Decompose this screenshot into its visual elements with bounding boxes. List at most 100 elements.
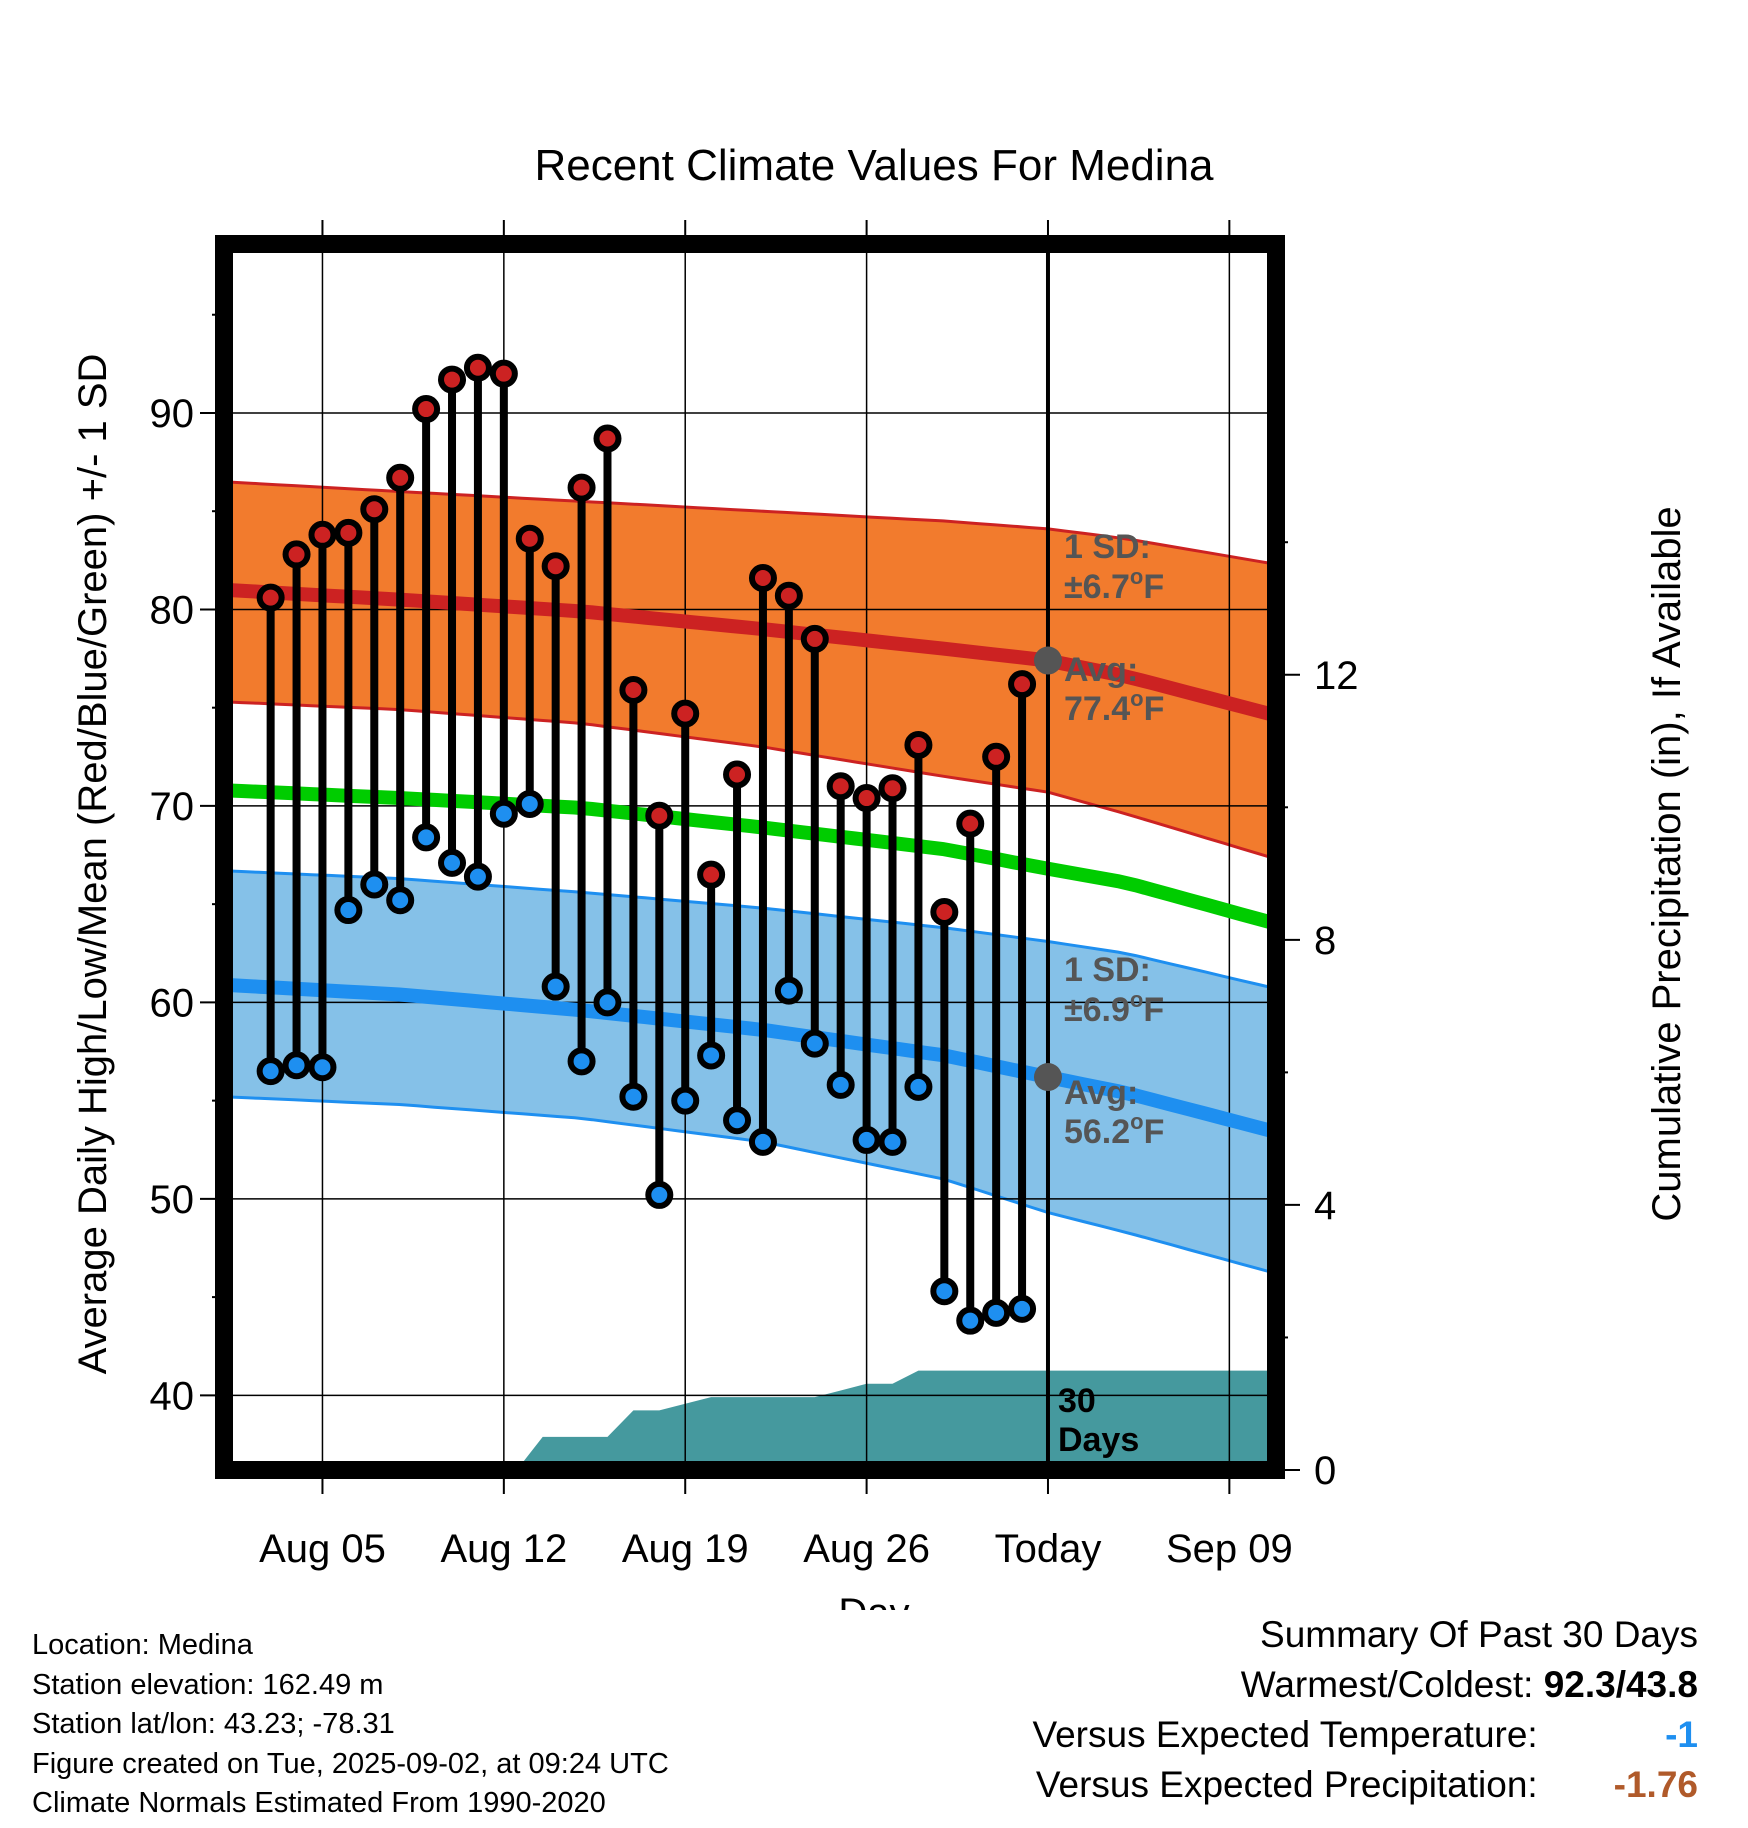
y-axis-title: Average Daily High/Low/Mean (Red/Blue/Gr… [71, 354, 115, 1375]
high-sd-label: 1 SD: [1064, 528, 1151, 566]
daily-low-point [956, 1306, 985, 1335]
daily-low-point [930, 1277, 959, 1306]
y-tick-label: 90 [150, 392, 195, 436]
climate-chart: Recent Climate Values For Medina 1 SD:±6… [71, 141, 1689, 1610]
warmest-row: Warmest/Coldest: 92.3/43.8 [1032, 1660, 1698, 1710]
station-info: Location: Medina Station elevation: 162.… [32, 1626, 669, 1824]
daily-high-point [852, 784, 881, 813]
period-count: 30 [1058, 1382, 1096, 1420]
y2-axis-title: Cumulative Precipitation (in), If Availa… [1645, 506, 1689, 1221]
daily-low-point [489, 799, 518, 828]
daily-low-point [334, 896, 363, 925]
daily-high-point [723, 760, 752, 789]
low-avg-label: Avg: [1064, 1074, 1138, 1112]
daily-high-point [593, 424, 622, 453]
daily-high-point [619, 675, 648, 704]
daily-low-point [438, 848, 467, 877]
temp-label: Versus Expected Temperature: [1032, 1714, 1538, 1755]
daily-range-bars [266, 367, 1027, 1321]
daily-low-point [1008, 1294, 1037, 1323]
period-unit: Days [1058, 1421, 1139, 1459]
daily-low-point [567, 1047, 596, 1076]
daily-low-point [593, 988, 622, 1017]
daily-high-point [386, 463, 415, 492]
location-text: Location: Medina [32, 1629, 253, 1661]
daily-high-point [489, 359, 518, 388]
y-tick-label: 50 [150, 1178, 195, 1222]
daily-high-point [697, 860, 726, 889]
daily-low-point [878, 1127, 907, 1156]
plot-frame [215, 235, 1285, 1479]
daily-high-point [256, 583, 285, 612]
daily-high-point [671, 699, 700, 728]
x-tick-label: Aug 19 [622, 1527, 749, 1571]
x-tick-label: Aug 12 [440, 1527, 567, 1571]
x-tick-label: Aug 05 [259, 1527, 386, 1571]
low-sd-band [224, 870, 1276, 1274]
chart-title: Recent Climate Values For Medina [534, 141, 1214, 190]
warmest-value: 92.3/43.8 [1543, 1664, 1698, 1705]
y-tick-label: 40 [150, 1374, 195, 1418]
daily-low-point [904, 1072, 933, 1101]
x-tick-label: Today [995, 1527, 1102, 1571]
daily-high-point [774, 581, 803, 610]
today-low-normal-marker [1033, 1063, 1062, 1092]
daily-high-point [982, 742, 1011, 771]
daily-high-point [904, 731, 933, 760]
summary-title: Summary Of Past 30 Days [1260, 1614, 1698, 1655]
daily-low-point [360, 870, 389, 899]
normal-bands [223, 480, 1277, 1275]
latlon-text: Station lat/lon: 43.23; -78.31 [32, 1708, 395, 1740]
created-text: Figure created on Tue, 2025-09-02, at 09… [32, 1747, 669, 1780]
daily-low-point [515, 789, 544, 818]
daily-low-point [619, 1082, 648, 1111]
elevation-text: Station elevation: 162.49 m [32, 1668, 384, 1701]
daily-low-point [645, 1180, 674, 1209]
daily-low-point [852, 1125, 881, 1154]
daily-high-point [826, 772, 855, 801]
normal-low-line [223, 977, 1278, 1139]
high-sd-band [224, 481, 1276, 859]
daily-high-point [412, 395, 441, 424]
daily-low-point [671, 1086, 700, 1115]
daily-low-point [723, 1106, 752, 1135]
grid-lines [224, 244, 1276, 1470]
y-tick-label: 70 [150, 785, 195, 829]
daily-low-point [774, 976, 803, 1005]
warmest-label: Warmest/Coldest: [1240, 1664, 1534, 1705]
precip-label: Versus Expected Precipitation: [1035, 1764, 1538, 1805]
high-avg-value: 77.4oF [1064, 686, 1164, 728]
daily-high-point [956, 809, 985, 838]
precip-row: Versus Expected Precipitation: -1.76 [1032, 1760, 1698, 1810]
daily-low-point [308, 1053, 337, 1082]
y2-tick-label: 0 [1314, 1449, 1336, 1493]
temp-row: Versus Expected Temperature: -1 [1032, 1710, 1698, 1760]
x-tick-label: Aug 26 [803, 1527, 930, 1571]
axes: 40 50 60 70 80 90 0 4 8 12 Aug 05 Aug 12 Aug 19 Aug 2… [150, 220, 1359, 1571]
daily-high-point [878, 774, 907, 803]
daily-points [256, 353, 1037, 1335]
daily-low-point [826, 1070, 855, 1099]
precip-value: -1.76 [1613, 1764, 1698, 1805]
summary-panel: Summary Of Past 30 Days Warmest/Coldest:… [1032, 1610, 1698, 1810]
daily-low-point [463, 862, 492, 891]
daily-low-point [541, 972, 570, 1001]
daily-high-point [645, 801, 674, 830]
daily-high-point [800, 624, 829, 653]
daily-high-point [438, 365, 467, 394]
today-high-normal-marker [1033, 646, 1062, 675]
daily-high-point [515, 524, 544, 553]
daily-high-point [334, 518, 363, 547]
daily-low-point [748, 1127, 777, 1156]
daily-high-point [541, 552, 570, 581]
daily-high-point [567, 473, 596, 502]
daily-low-point [256, 1057, 285, 1086]
x-axis-title: Day [838, 1591, 909, 1610]
y2-tick-label: 4 [1314, 1184, 1336, 1228]
daily-low-point [412, 823, 441, 852]
temp-value: -1 [1665, 1714, 1698, 1755]
daily-low-point [800, 1029, 829, 1058]
low-avg-value: 56.2oF [1064, 1109, 1164, 1151]
y-tick-label: 60 [150, 981, 195, 1025]
